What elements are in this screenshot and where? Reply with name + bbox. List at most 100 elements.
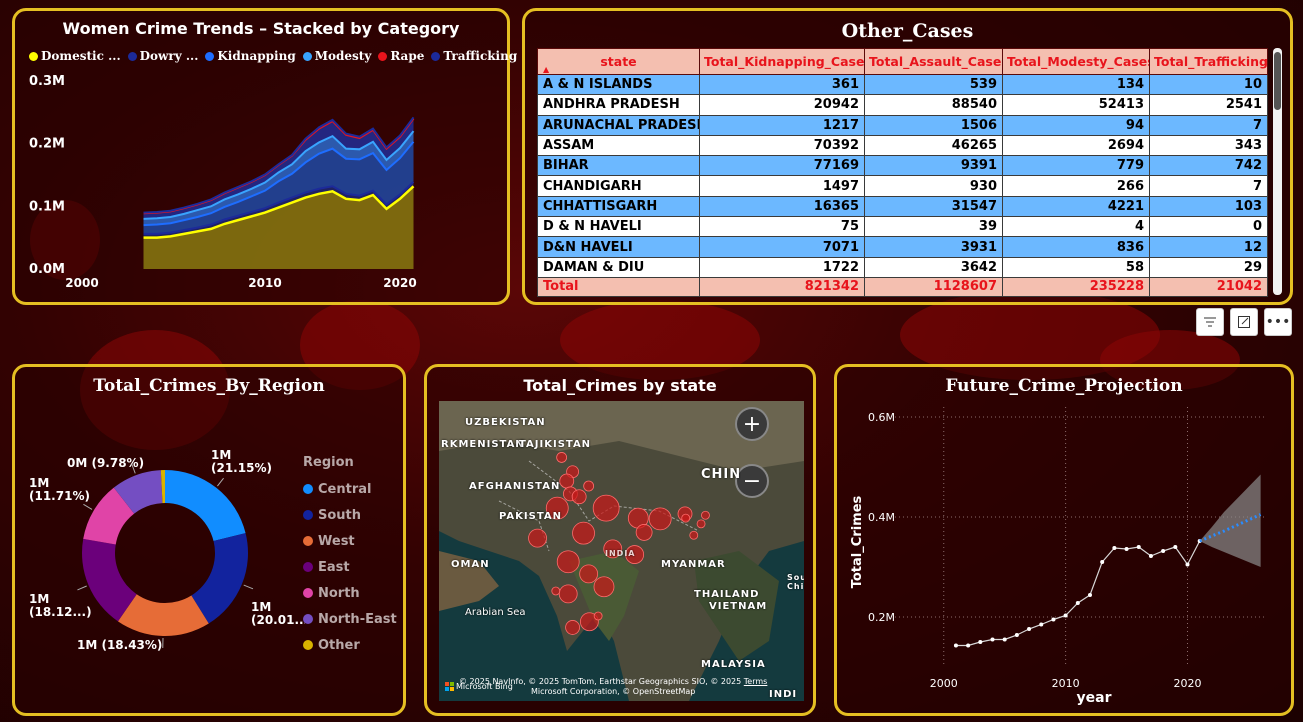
- donut-slice-north: [83, 487, 135, 545]
- legend-dot-icon: [303, 536, 313, 546]
- table-cell: 779: [1002, 155, 1150, 177]
- table-cell: 10: [1149, 73, 1268, 96]
- table-cell: 16365: [699, 195, 865, 218]
- legend-item[interactable]: Dowry ...: [127, 49, 198, 63]
- data-point: [990, 637, 995, 642]
- table-cell: A & N ISLANDS: [537, 73, 700, 96]
- table-cell: 88540: [864, 94, 1003, 116]
- state-bubble: [572, 521, 595, 545]
- table-row[interactable]: BIHAR 77169 9391 779 742: [537, 155, 1268, 177]
- y-tick-label: 0.0M: [29, 262, 65, 277]
- legend-label: Central: [318, 481, 372, 497]
- state-bubble: [593, 611, 603, 621]
- table-cell: 31547: [864, 195, 1003, 218]
- state-bubble: [558, 584, 578, 604]
- column-header[interactable]: Total_Assault_Cases: [864, 48, 1003, 75]
- map-label: TAJIKISTAN: [519, 439, 592, 450]
- land-se: [694, 551, 779, 661]
- map-view[interactable]: + − © 2025 NavInfo, © 2025 TomTom, Earth…: [439, 401, 804, 701]
- legend-item[interactable]: Trafficking: [431, 49, 517, 63]
- focus-mode-icon[interactable]: [1230, 308, 1258, 336]
- data-label: 1M (18.12...): [29, 592, 92, 619]
- table-row[interactable]: A & N ISLANDS 361 539 134 10: [537, 73, 1268, 96]
- table-cell: 3642: [864, 256, 1003, 278]
- table-cell: 39: [864, 216, 1003, 238]
- region-donut-chart[interactable]: 1M(21.15%) 1M(20.01...) 1M (18.43%) 1M(18.1…: [15, 367, 305, 707]
- table-row[interactable]: D&N HAVELI 7071 3931 836 12: [537, 236, 1268, 258]
- zoom-in-button[interactable]: +: [735, 407, 769, 441]
- legend-item[interactable]: Rape: [378, 49, 424, 63]
- legend-label: South: [318, 507, 362, 523]
- column-header[interactable]: state ▲: [537, 48, 700, 75]
- column-header[interactable]: Total_Trafficking: [1149, 48, 1268, 75]
- table-row[interactable]: D & N HAVELI 75 39 4 0: [537, 216, 1268, 238]
- data-point: [1014, 633, 1019, 637]
- legend-label: West: [318, 533, 355, 549]
- table-row[interactable]: DAMAN & DIU 1722 3642 58 29: [537, 256, 1268, 278]
- legend-item[interactable]: North: [303, 580, 397, 606]
- y-tick-label: 0.1M: [29, 199, 65, 214]
- legend-item[interactable]: Other: [303, 632, 397, 658]
- map-label: MYANMAR: [661, 559, 726, 570]
- data-point: [1063, 613, 1068, 618]
- state-bubble: [593, 576, 615, 598]
- area-kidnapping: [143, 141, 414, 234]
- legend-item[interactable]: Kidnapping: [205, 49, 296, 63]
- donut-slice-other: [160, 470, 165, 504]
- y-tick-label: 0.3M: [29, 74, 65, 89]
- region-panel[interactable]: Total_Crimes_By_Region 1M (21.15%) 1M (20.0…: [12, 364, 406, 716]
- table-cell: 46265: [864, 134, 1003, 157]
- series-line: [143, 130, 415, 220]
- table-cell: 2541: [1149, 94, 1268, 116]
- table-cell: 361: [699, 73, 865, 96]
- table-row[interactable]: ARUNACHAL PRADESH 1217 1506 94 7: [537, 114, 1268, 136]
- table-cell: 930: [864, 175, 1003, 197]
- other-cases-panel[interactable]: Other_Cases state ▲ Total_Kidnapping_Cases…: [522, 8, 1293, 305]
- projection-chart[interactable]: 0.6M 0.4M 0.2M 2000 2010 2020 year Total_Crimes: [837, 367, 1291, 713]
- other-cases-table[interactable]: state ▲ Total_Kidnapping_Cases Total_Assaul…: [537, 48, 1268, 297]
- filter-icon[interactable]: [1196, 308, 1224, 336]
- legend-item[interactable]: Modesty: [302, 49, 371, 63]
- data-label: 1M (18.43%): [77, 638, 162, 652]
- table-row[interactable]: ASSAM 70392 46265 2694 343: [537, 134, 1268, 157]
- table-cell: 1217: [699, 114, 865, 136]
- more-options-icon[interactable]: •••: [1264, 308, 1292, 336]
- column-header[interactable]: Total_Modesty_Cases: [1002, 48, 1150, 75]
- column-header[interactable]: Total_Kidnapping_Cases: [699, 48, 865, 75]
- legend-item[interactable]: East: [303, 554, 397, 580]
- map-label: UZBEKISTAN: [465, 417, 546, 428]
- table-row[interactable]: ANDHRA PRADESH 20942 88540 52413 2541: [537, 94, 1268, 116]
- trends-panel[interactable]: Women Crime Trends – Stacked by Category…: [12, 8, 517, 305]
- y-tick-label: 0.2M: [29, 137, 65, 152]
- total-cell: 235228: [1002, 276, 1150, 297]
- data-point: [1027, 627, 1032, 631]
- sort-ascending-icon[interactable]: ▲: [543, 65, 550, 74]
- map-label: Arabian Sea: [465, 607, 526, 618]
- legend-item[interactable]: South: [303, 502, 397, 528]
- x-tick-label: 2000: [930, 677, 958, 690]
- map-panel[interactable]: Total_Crimes by state + − © 2025 NavInfo…: [424, 364, 816, 716]
- scrollbar-thumb[interactable]: [1274, 52, 1281, 110]
- legend-item[interactable]: North-East: [303, 606, 397, 632]
- legend-item[interactable]: West: [303, 528, 397, 554]
- table-cell: 12: [1149, 236, 1268, 258]
- legend-dot-icon: [29, 51, 38, 61]
- y-tick-label: 0.2M: [868, 611, 895, 624]
- map-label: OMAN: [451, 559, 490, 570]
- state-bubble: [545, 496, 569, 520]
- state-bubble: [559, 473, 575, 489]
- table-scrollbar[interactable]: [1273, 48, 1282, 295]
- table-row[interactable]: CHHATTISGARH 16365 31547 4221 103: [537, 195, 1268, 218]
- table-cell: 3931: [864, 236, 1003, 258]
- legend-item[interactable]: Central: [303, 476, 397, 502]
- zoom-out-button[interactable]: −: [735, 464, 769, 498]
- legend-label: Kidnapping: [217, 49, 296, 63]
- region-title: Total_Crimes_By_Region: [93, 376, 325, 396]
- table-cell: 52413: [1002, 94, 1150, 116]
- legend-item[interactable]: Domestic ...: [29, 49, 121, 63]
- table-cell: BIHAR: [537, 155, 700, 177]
- table-row[interactable]: CHANDIGARH 1497 930 266 7: [537, 175, 1268, 197]
- projection-panel[interactable]: Future_Crime_Projection 0.6M 0.4M 0.2M 2000…: [834, 364, 1294, 716]
- terms-link[interactable]: Terms: [743, 677, 768, 686]
